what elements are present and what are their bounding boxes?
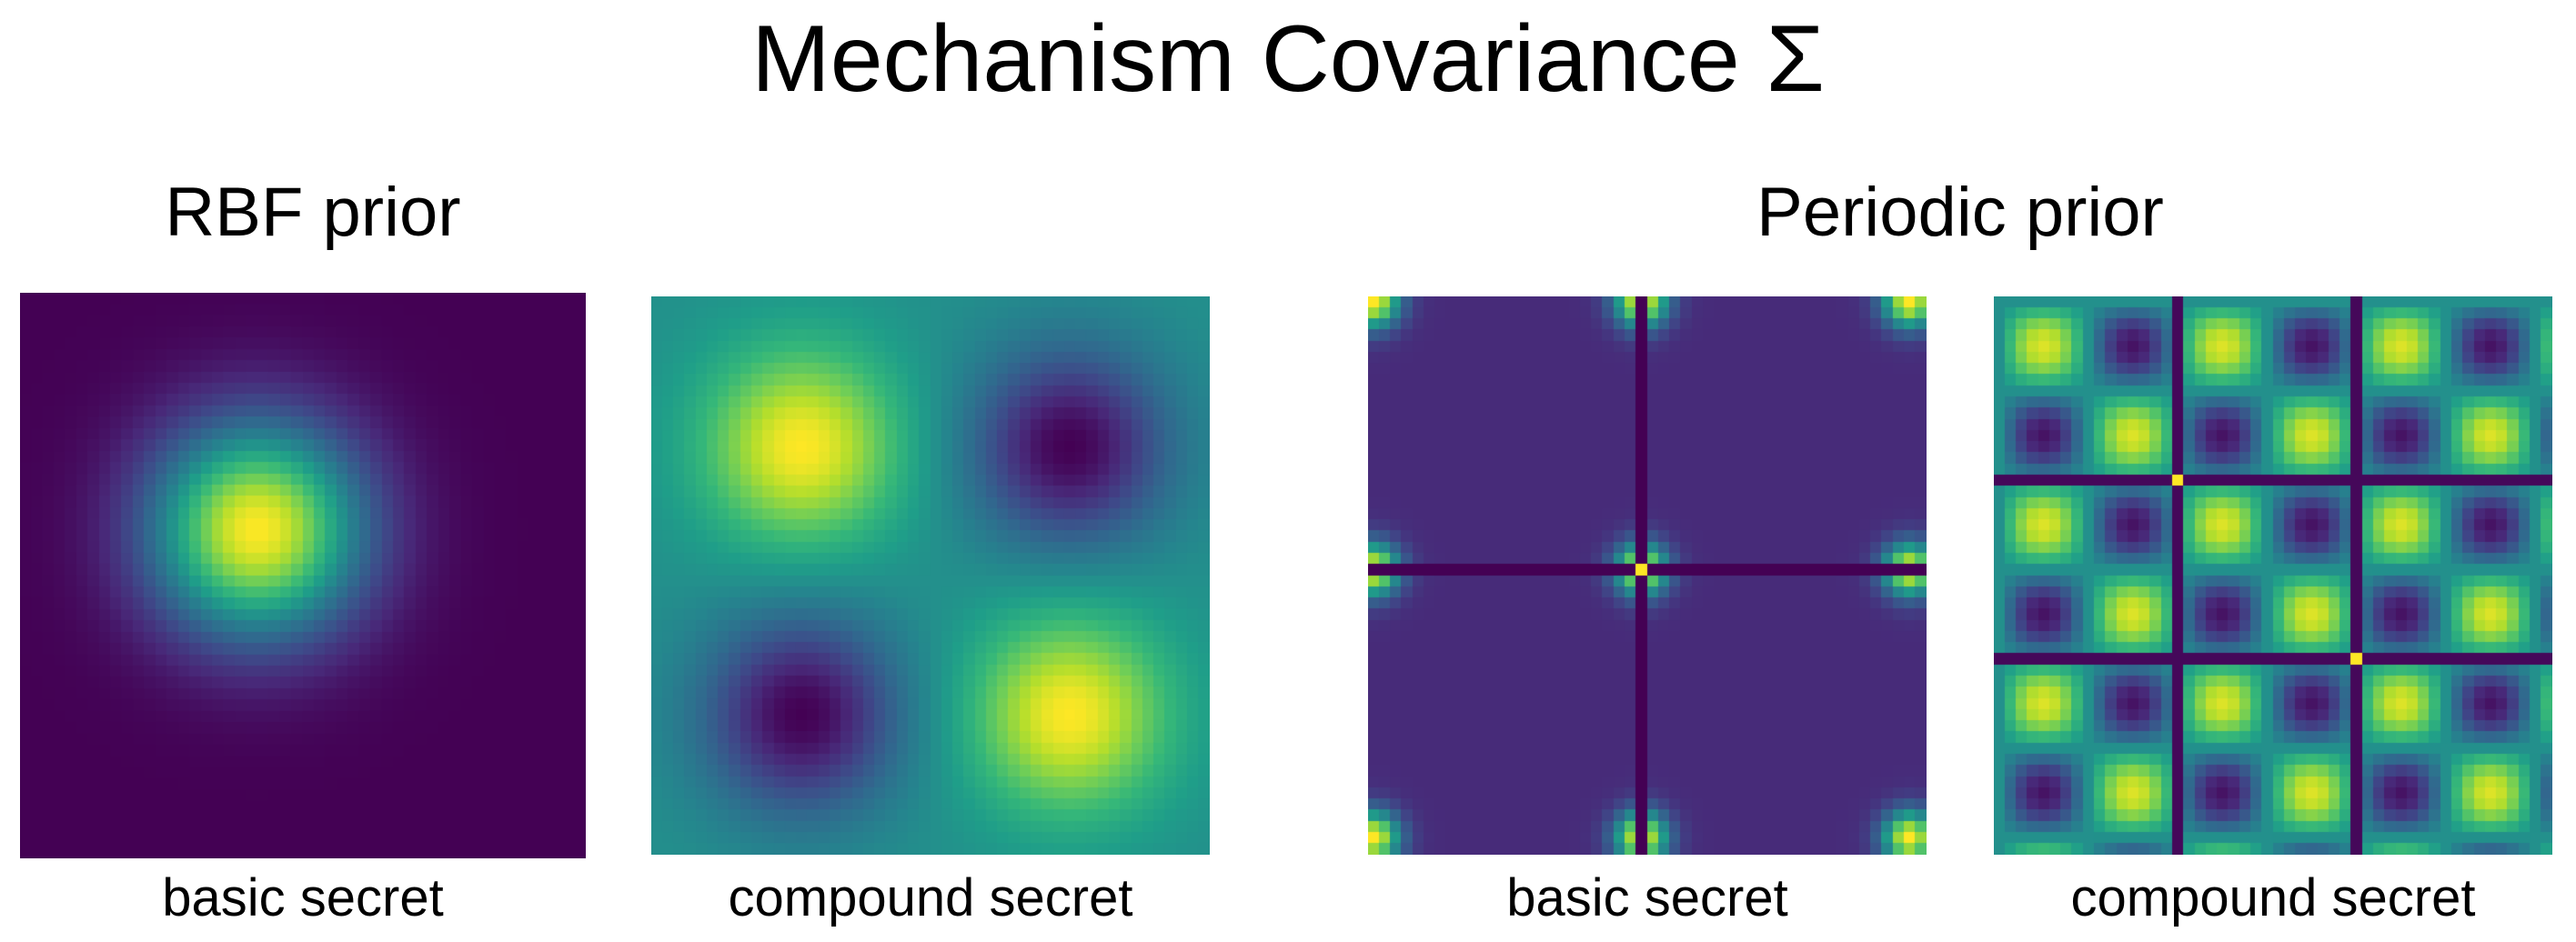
heatmap-rbf-compound [651,296,1210,855]
heatmap-canvas-periodic-compound [1994,296,2552,855]
heatmap-canvas-periodic-basic [1368,296,1927,855]
group-title-rbf: RBF prior [165,174,461,251]
heatmap-canvas-rbf-basic [20,293,586,858]
panel-label-rbf-compound: compound secret [728,868,1133,927]
panel-label-rbf-basic: basic secret [162,868,444,927]
panel-label-periodic-compound: compound secret [2070,868,2476,927]
heatmap-rbf-basic [20,293,586,858]
panel-label-periodic-basic: basic secret [1506,868,1788,927]
heatmap-canvas-rbf-compound [651,296,1210,855]
figure-title: Mechanism Covariance Σ [751,6,1825,112]
group-title-periodic: Periodic prior [1756,174,2164,251]
heatmap-periodic-basic [1368,296,1927,855]
heatmap-periodic-compound [1994,296,2552,855]
